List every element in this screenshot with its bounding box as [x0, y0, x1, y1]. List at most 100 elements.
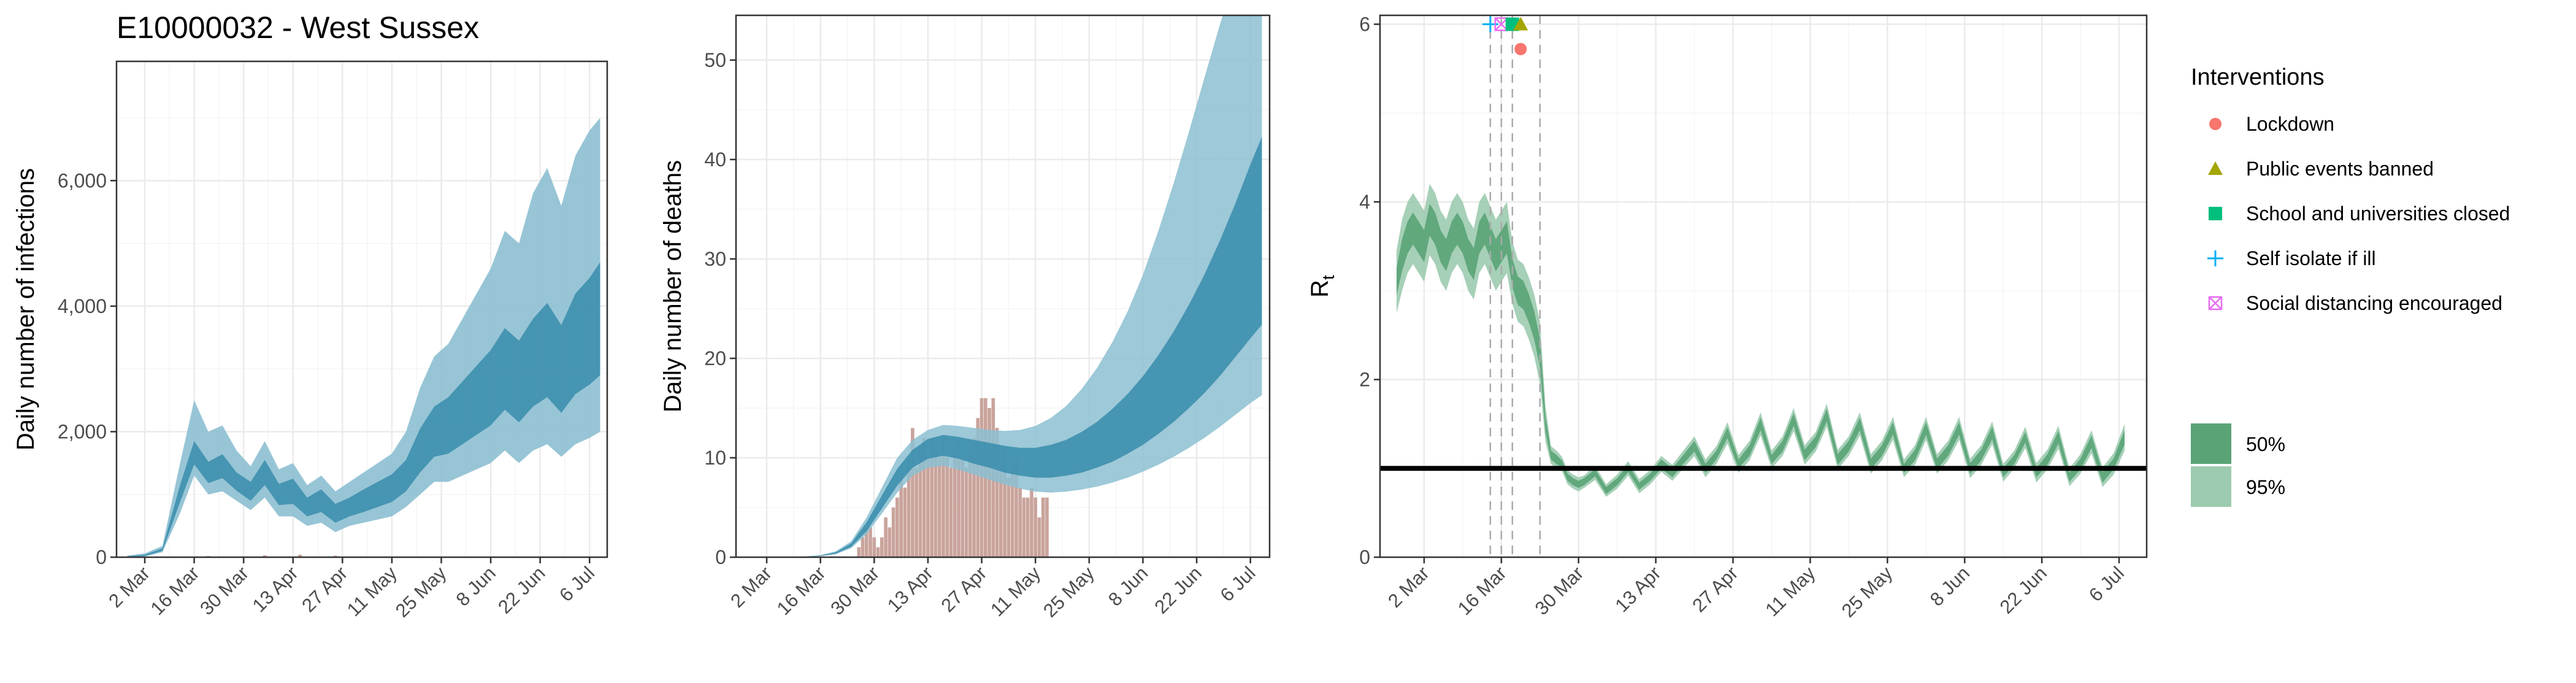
death-bar [911, 428, 914, 557]
x-tick-label: 27 Apr [297, 562, 351, 616]
death-bar [1014, 457, 1018, 557]
legend-item-lockdown: Lockdown [2209, 113, 2334, 135]
x-tick-label: 11 May [986, 562, 1045, 620]
death-bar [1037, 517, 1041, 557]
x-tick-label: 22 Jun [1996, 562, 2052, 618]
x-tick-label: 13 Apr [1611, 562, 1665, 616]
legend-label-self-isolate: Self isolate if ill [2246, 247, 2376, 269]
x-tick-label: 8 Jun [1926, 562, 1974, 610]
y-tick-label: 4,000 [58, 295, 107, 317]
x-tick-label: 25 May [391, 562, 451, 622]
death-bar [1018, 487, 1022, 557]
y-axis-title-subscript: t [1319, 275, 1338, 280]
death-bar [868, 527, 872, 557]
plot-border [735, 14, 1271, 558]
death-bar [979, 398, 984, 557]
x-tick-label: 30 Mar [1531, 562, 1588, 619]
x-tick-label: 11 May [343, 562, 401, 620]
death-bar [933, 447, 938, 557]
lockdown-marker-icon [1514, 43, 1527, 56]
x-tick-label: 27 Apr [937, 562, 991, 616]
y-tick-label: 2,000 [58, 420, 107, 442]
death-bar [953, 447, 957, 557]
death-bar [987, 407, 991, 557]
y-tick-label: 20 [704, 347, 726, 369]
lockdown-marker-icon [2209, 118, 2221, 130]
death-bar [949, 468, 953, 557]
x-tick-label: 22 Jun [1150, 562, 1206, 618]
legend-label-public-events: Public events banned [2246, 158, 2434, 180]
death-bar [937, 457, 941, 557]
x-tick-label: 16 Mar [773, 562, 830, 619]
legend-item-social-distancing: Social distancing encouraged [2208, 292, 2502, 314]
ci-50-band [127, 262, 600, 557]
legend-item-public-events: Public events banned [2208, 158, 2434, 180]
death-bar [968, 447, 972, 557]
y-tick-label: 10 [704, 447, 726, 469]
death-bar [957, 438, 960, 557]
legend-label-ci-95: 95% [2246, 476, 2285, 498]
x-tick-label: 16 Mar [1454, 562, 1511, 619]
rt-panel: 0 2 4 6 2 Mar 16 Mar 30 Mar 13 Apr 27 Apr 11 May 2… [1306, 13, 2148, 622]
death-bar [899, 477, 903, 557]
death-bar [891, 507, 895, 557]
ci-50-swatch [2191, 423, 2231, 464]
death-bar [1030, 487, 1033, 557]
y-tick-label: 30 [704, 248, 726, 270]
legend-label-ci-50: 50% [2246, 433, 2285, 455]
y-tick-label: 40 [704, 149, 726, 171]
death-bar [1010, 468, 1014, 557]
y-tick-label: 0 [1359, 546, 1370, 568]
x-tick-label: 16 Mar [147, 562, 204, 619]
legend-item-school: School and universities closed [2209, 203, 2510, 225]
x-tick-label: 13 Apr [248, 562, 302, 616]
death-bar [976, 418, 980, 557]
x-tick-label: 25 May [1838, 562, 1897, 622]
death-bar [914, 468, 918, 557]
death-bar [922, 438, 926, 557]
death-bar [960, 457, 965, 557]
legend-label-social-distancing: Social distancing encouraged [2246, 292, 2502, 314]
death-bar [995, 428, 999, 557]
school-marker-icon [2209, 207, 2222, 220]
death-bar [880, 537, 884, 557]
y-axis-title: Daily number of deaths [659, 160, 686, 412]
death-bar [876, 547, 880, 557]
death-bar [930, 438, 934, 557]
plot-content [1380, 15, 2147, 557]
legend-item-ci-95: 95% [2191, 466, 2285, 507]
death-bar [918, 447, 922, 557]
x-tick-label: 6 Jul [555, 562, 599, 606]
y-tick-label: 6 [1359, 13, 1370, 35]
x-tick-label: 22 Jun [494, 562, 550, 618]
x-tick-label: 25 May [1039, 562, 1098, 622]
legend-item-self-isolate: Self isolate if ill [2207, 247, 2376, 269]
x-tick-label: 13 Apr [883, 562, 937, 616]
ci-95-band [127, 118, 600, 557]
death-bar [903, 487, 907, 557]
reported-case-bar [263, 555, 267, 557]
death-bar [884, 517, 887, 557]
legend: Interventions Lockdown Public events ban… [2191, 64, 2510, 507]
x-tick-label: 2 Mar [726, 562, 776, 612]
legend-label-school: School and universities closed [2246, 203, 2510, 225]
death-bar [1022, 497, 1026, 557]
legend-item-ci-50: 50% [2191, 423, 2285, 464]
y-tick-label: 50 [704, 49, 726, 71]
y-tick-label: 0 [96, 546, 107, 568]
y-tick-label: 0 [715, 546, 726, 568]
death-bar [887, 527, 892, 557]
x-tick-label: 30 Mar [826, 562, 883, 619]
death-bar [907, 457, 911, 557]
self-isolate-marker-icon [2207, 250, 2223, 266]
public-events-marker-icon [2208, 161, 2223, 175]
death-bar [972, 438, 976, 557]
death-bar [872, 537, 876, 557]
x-tick-label: 27 Apr [1688, 562, 1742, 616]
death-bar [926, 457, 930, 557]
y-axis-title: Rt [1306, 275, 1338, 298]
x-tick-label: 11 May [1761, 562, 1819, 620]
death-bar [895, 497, 899, 557]
